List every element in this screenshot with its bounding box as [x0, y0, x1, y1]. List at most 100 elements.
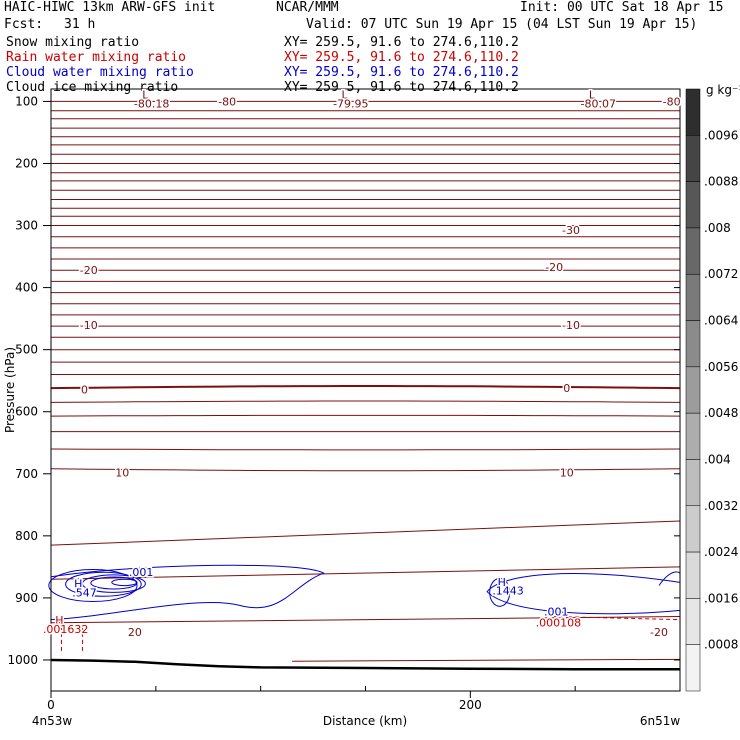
extremum-marker: L	[341, 89, 348, 102]
y-tick-label: 400	[15, 281, 38, 295]
colorbar-swatch	[685, 644, 701, 692]
extremum-value: .1443	[492, 584, 524, 597]
colorbar-swatch	[685, 320, 701, 368]
contour-label: .000108	[536, 617, 582, 630]
extremum-marker: L	[142, 89, 149, 102]
cloud-water-layer	[48, 564, 681, 621]
endpoint-left: 4n53w	[32, 714, 73, 728]
surface-line	[50, 658, 680, 671]
colorbar-label: .0016	[704, 591, 738, 605]
x-axis-title: Distance (km)	[323, 714, 407, 728]
y-tick-label: 300	[15, 219, 38, 233]
isotherm-layer	[50, 100, 681, 624]
extremum-value: -80.07	[580, 97, 615, 110]
extremum-value: .547	[72, 586, 97, 599]
colorbar-label: .0048	[704, 406, 738, 420]
isotherm-label: -10	[562, 319, 580, 332]
colorbar-label: .008	[704, 221, 731, 235]
isotherm-label: 20	[128, 626, 142, 639]
endpoint-right: 6n51w	[640, 714, 681, 728]
extremum-value: .001632	[43, 623, 89, 636]
contour-label: -80	[663, 95, 681, 108]
isotherm-line	[50, 400, 681, 403]
x-tick-label: 200	[459, 698, 482, 712]
isotherm-label: 10	[560, 467, 574, 480]
isotherm-label: -20	[80, 264, 98, 277]
y-tick-label: 600	[15, 405, 38, 419]
y-tick-label: 700	[15, 467, 38, 481]
cloud-water-contour	[111, 578, 138, 587]
isotherm-label: 10	[115, 467, 129, 480]
colorbar-swatch	[685, 412, 701, 460]
colorbar-swatch	[685, 551, 701, 599]
colorbar-swatch	[685, 598, 701, 645]
isotherm-line	[50, 468, 681, 472]
contour-label: .001	[544, 606, 569, 619]
extremum-marker: H	[55, 614, 63, 627]
colorbar-label: .0008	[704, 638, 738, 652]
field-name-cloudice: Cloud ice mixing ratio	[6, 80, 179, 95]
colorbar-swatch	[685, 366, 701, 414]
y-tick-label: 200	[15, 156, 38, 170]
isotherm-line	[50, 520, 681, 546]
y-tick-label: 500	[15, 343, 38, 357]
field-xy-cloudice: XY= 259.5, 91.6 to 274.6,110.2	[284, 80, 519, 95]
plot-frame	[50, 88, 681, 692]
isotherm-line	[50, 566, 681, 580]
field-name-rain: Rain water mixing ratio	[6, 50, 187, 65]
colorbar-label: .0024	[704, 545, 738, 559]
isotherm-line	[50, 414, 681, 417]
y-axis-title: Pressure (hPa)	[3, 347, 17, 433]
fcst-value: 31 h	[64, 17, 96, 32]
rain-water-layer	[60, 616, 681, 654]
extremum-value: -80.18	[134, 97, 169, 110]
field-xy-cloudwater: XY= 259.5, 91.6 to 274.6,110.2	[284, 65, 519, 80]
colorbar-label: .0056	[704, 360, 738, 374]
org-label: NCAR/MMM	[276, 0, 339, 15]
x-tick-label: 0	[47, 698, 55, 712]
field-xy-rain: XY= 259.5, 91.6 to 274.6,110.2	[284, 50, 519, 65]
y-tick-label: 800	[15, 529, 38, 543]
colorbar-swatch	[685, 181, 701, 229]
colorbar-swatch	[685, 505, 701, 553]
colorbar-label: .0088	[704, 175, 738, 189]
extremum-marker: H	[498, 576, 506, 589]
isotherm-line	[292, 658, 681, 662]
y-tick-label: 1000	[7, 653, 38, 667]
extremum-marker: L	[589, 89, 596, 102]
valid-time: Valid: 07 UTC Sun 19 Apr 15 (04 LST Sun …	[306, 17, 698, 32]
y-tick-label: 100	[15, 94, 38, 108]
cloud-water-contour	[50, 564, 325, 621]
colorbar-swatch	[685, 135, 701, 182]
cloud-water-contour	[48, 568, 138, 602]
extremum-value: -79.95	[333, 97, 368, 110]
colorbar-unit: g kg⁻¹	[706, 83, 740, 97]
cloud-water-contour	[658, 571, 681, 586]
field-name-cloudwater: Cloud water mixing ratio	[6, 65, 194, 80]
colorbar-label: .0072	[704, 267, 738, 281]
colorbar-swatch	[685, 88, 701, 136]
isotherm-label: -10	[80, 319, 98, 332]
colorbar-label: .004	[704, 452, 731, 466]
isotherm-label: -30	[562, 224, 580, 237]
isotherm-label: -20	[545, 261, 563, 274]
colorbar: .0096 .0088 .008 .0072 .0064 .0056 .0048 .004 .0…	[685, 88, 738, 692]
cloud-water-contour	[81, 574, 146, 593]
init-time: Init: 00 UTC Sat 18 Apr 15	[520, 0, 724, 15]
fcst-label: Fcst:	[4, 17, 44, 32]
colorbar-swatch	[685, 273, 701, 321]
colorbar-label: .0064	[704, 314, 738, 328]
surface-layer	[50, 658, 681, 671]
colorbar-swatch	[685, 459, 701, 507]
isotherm-line	[50, 448, 681, 451]
field-name-snow: Snow mixing ratio	[6, 35, 140, 50]
isotherm-line	[50, 385, 681, 390]
isotherm-label: 0	[563, 382, 570, 395]
contour-label: -80	[218, 95, 236, 108]
colorbar-swatch	[685, 227, 701, 275]
extremum-marker: H	[74, 578, 82, 591]
colorbar-label: .0096	[704, 128, 738, 142]
